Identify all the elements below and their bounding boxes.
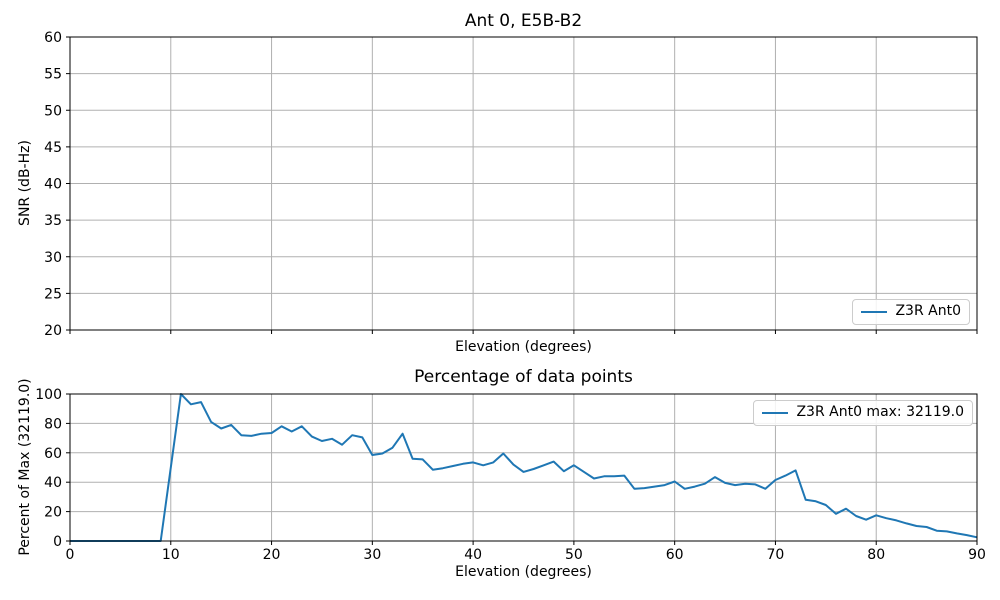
chart1-title: Ant 0, E5B-B2 [464, 11, 583, 31]
chart2-x-tick-label: 70 [767, 547, 785, 563]
chart2-y-tick-label: 100 [35, 387, 62, 403]
chart1-y-tick-label: 45 [44, 140, 62, 156]
chart1-legend: Z3R Ant0 [852, 299, 970, 325]
chart2-y-tick-label: 0 [53, 534, 62, 550]
chart2-legend-line-sample [762, 411, 789, 414]
chart1-y-tick-label: 60 [44, 30, 62, 46]
chart2-x-tick-label: 10 [162, 547, 180, 563]
chart2-spines [69, 393, 978, 542]
chart2-x-tick-label: 50 [565, 547, 583, 563]
chart2-tick-labels: 0 20 40 60 80 100 0 10 20 30 40 50 60 70 80 90 [35, 387, 986, 563]
chart2-x-tick-label: 0 [66, 547, 75, 563]
chart1-x-axis-label: Elevation (degrees) [455, 339, 592, 355]
chart2-x-tick-label: 40 [464, 547, 482, 563]
chart2-y-tick-label: 60 [44, 446, 62, 462]
chart2-legend: Z3R Ant0 max: 32119.0 [753, 400, 973, 426]
chart1-tick-labels: 20 25 30 35 40 45 50 55 60 [44, 30, 62, 339]
chart2-series-line [70, 393, 978, 542]
chart2-x-tick-label: 90 [968, 547, 986, 563]
chart1-y-tick-label: 55 [44, 67, 62, 83]
chart2-x-tick-label: 20 [263, 547, 281, 563]
chart1-y-axis-label: SNR (dB-Hz) [17, 140, 33, 226]
chart2-y-tick-label: 40 [44, 475, 62, 491]
chart2-x-tick-label: 30 [363, 547, 381, 563]
chart1-y-tick-label: 20 [44, 323, 62, 339]
chart2-x-axis-label: Elevation (degrees) [455, 564, 592, 580]
chart2-y-axis-label: Percent of Max (32119.0) [17, 378, 33, 556]
chart1-legend-line-sample [861, 310, 888, 313]
chart2-legend-label: Z3R Ant0 max: 32119.0 [796, 404, 964, 420]
chart1-y-tick-label: 35 [44, 213, 62, 229]
chart2-title: Percentage of data points [414, 367, 633, 387]
chart1-ticks [66, 36, 978, 334]
chart2-y-tick-label: 80 [44, 416, 62, 432]
chart1-y-tick-label: 40 [44, 177, 62, 193]
chart1-y-tick-label: 30 [44, 250, 62, 266]
chart2-y-tick-label: 20 [44, 505, 62, 521]
chart2-x-tick-label: 60 [666, 547, 684, 563]
chart2-ticks [66, 393, 978, 545]
chart1-grid [69, 36, 978, 331]
chart1-y-tick-label: 25 [44, 286, 62, 302]
chart1-y-tick-label: 50 [44, 103, 62, 119]
chart2-x-tick-label: 80 [867, 547, 885, 563]
chart1-legend-label: Z3R Ant0 [895, 303, 961, 319]
